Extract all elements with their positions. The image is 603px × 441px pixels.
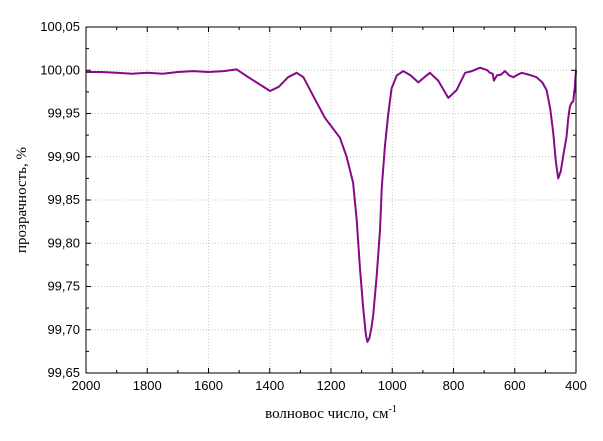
y-tick-label: 100,05 — [40, 19, 80, 34]
x-axis-label: волновос число, см-1 — [265, 404, 397, 422]
y-tick-label: 100,00 — [40, 62, 80, 77]
x-tick-label: 1800 — [133, 378, 162, 393]
x-tick-label: 600 — [504, 378, 526, 393]
y-tick-labels: 99,65 99,70 99,75 99,80 99,85 99,90 99,95 100,0… — [40, 19, 80, 380]
x-tick-label: 2000 — [72, 378, 101, 393]
x-tick-label: 400 — [565, 378, 587, 393]
x-tick-label: 1000 — [378, 378, 407, 393]
y-tick-label: 99,80 — [47, 235, 80, 250]
plot-frame — [85, 26, 577, 374]
x-tick-label: 1400 — [255, 378, 284, 393]
y-tick-label: 99,70 — [47, 322, 80, 337]
y-axis-label: прозрачность, % — [14, 147, 30, 253]
x-tick-label: 800 — [443, 378, 465, 393]
series-line-spectrum — [86, 66, 577, 343]
x-axis-label-superscript: -1 — [389, 404, 397, 415]
x-tick-labels: 2000 1800 1600 1400 1200 1000 800 600 400 — [72, 378, 587, 393]
y-tick-label: 99,85 — [47, 192, 80, 207]
y-tick-label: 99,95 — [47, 106, 80, 121]
x-tick-label: 1600 — [194, 378, 223, 393]
x-tick-label: 1200 — [317, 378, 346, 393]
y-tick-label: 99,65 — [47, 365, 80, 380]
y-tick-label: 99,90 — [47, 149, 80, 164]
y-tick-label: 99,75 — [47, 279, 80, 294]
grid-lines — [85, 26, 577, 374]
